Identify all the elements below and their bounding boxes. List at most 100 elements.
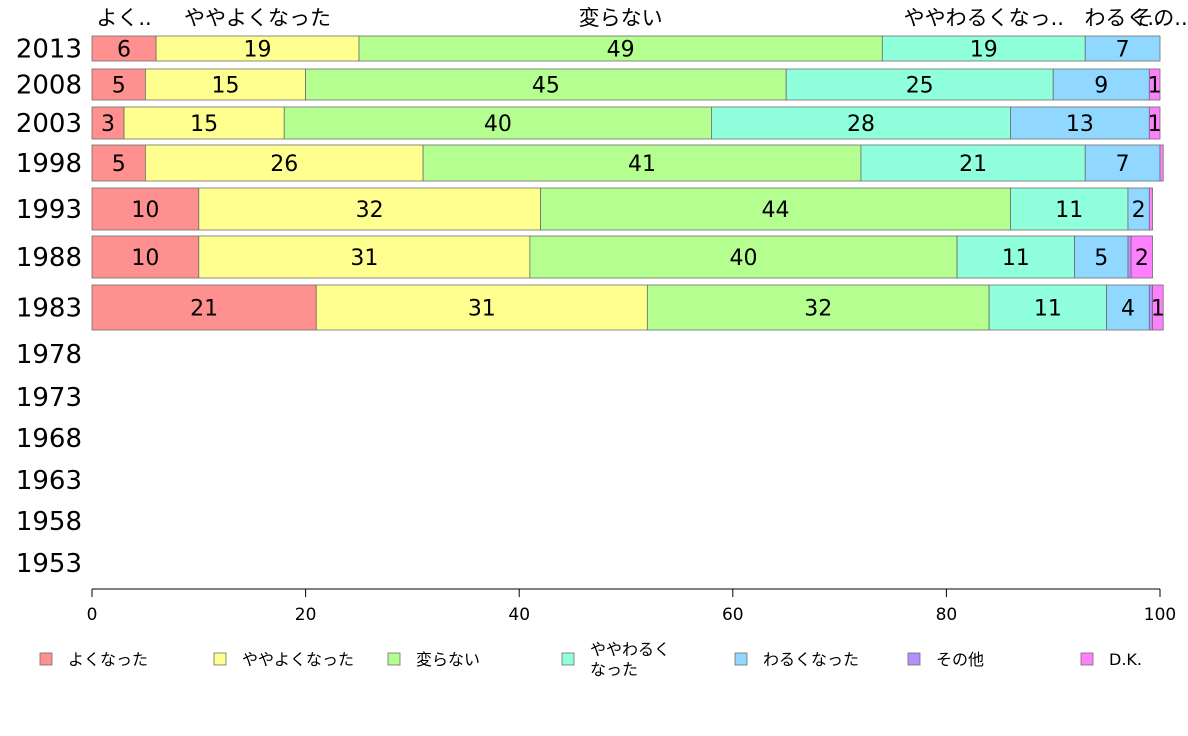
bar-segment bbox=[91, 35, 157, 62]
bar-segment bbox=[1052, 68, 1150, 101]
y-tick-label: 1973 bbox=[16, 383, 82, 413]
y-tick-label: 1978 bbox=[16, 340, 82, 370]
data-label: 28 bbox=[847, 112, 875, 137]
legend-label: 変らない bbox=[416, 650, 480, 669]
data-label: 25 bbox=[906, 74, 934, 99]
bar-segment bbox=[1152, 284, 1164, 331]
top-series-label: その.. bbox=[1132, 6, 1187, 30]
data-label: 40 bbox=[729, 246, 757, 271]
bar-segment bbox=[315, 284, 648, 331]
data-label: 49 bbox=[607, 38, 635, 63]
legend-swatch bbox=[561, 652, 575, 666]
data-label: 1 bbox=[1148, 112, 1162, 137]
data-label: 7 bbox=[1116, 152, 1130, 177]
data-label: 19 bbox=[970, 38, 998, 63]
y-tick-label: 1963 bbox=[16, 466, 82, 496]
legend-label: その他 bbox=[936, 650, 984, 669]
bar-segment bbox=[91, 68, 146, 101]
y-tick-label: 1953 bbox=[16, 549, 82, 579]
bar-segment bbox=[1148, 106, 1161, 140]
data-label: 44 bbox=[762, 198, 790, 223]
x-tick-label: 100 bbox=[1144, 605, 1176, 625]
data-label: 1 bbox=[1151, 297, 1165, 322]
x-tick-label: 20 bbox=[295, 605, 317, 625]
data-label: 5 bbox=[112, 74, 126, 99]
data-label: 32 bbox=[804, 297, 832, 322]
data-label: 1 bbox=[1148, 74, 1162, 99]
y-tick-label: 2013 bbox=[16, 35, 82, 65]
bar-segment bbox=[529, 235, 958, 279]
legend-label: ややよくなった bbox=[242, 650, 354, 669]
data-label: 7 bbox=[1116, 38, 1130, 63]
data-label: 10 bbox=[131, 246, 159, 271]
top-series-label: 変らない bbox=[579, 6, 663, 30]
data-label: 40 bbox=[484, 112, 512, 137]
bar-segment bbox=[540, 187, 1011, 231]
bar-segment bbox=[1074, 235, 1129, 279]
data-label: 5 bbox=[1094, 246, 1108, 271]
bar-segment bbox=[646, 284, 990, 331]
y-tick-label: 1968 bbox=[16, 424, 82, 454]
x-axis: 0 20 40 60 80 100 bbox=[87, 588, 1176, 625]
data-label: 32 bbox=[356, 198, 384, 223]
bar-segment bbox=[1010, 106, 1150, 140]
y-axis-labels: 2013 2008 2003 1998 1993 1988 1983 1978 1973 1968… bbox=[16, 35, 82, 580]
data-label: 31 bbox=[468, 297, 496, 322]
bar-segment bbox=[1106, 284, 1150, 331]
bar-segment bbox=[144, 68, 306, 101]
bar-segment bbox=[785, 68, 1054, 101]
bar-segment bbox=[1159, 144, 1164, 182]
y-tick-label: 1993 bbox=[16, 195, 82, 225]
data-label: 15 bbox=[212, 74, 240, 99]
top-series-label: よく.. bbox=[96, 6, 151, 30]
bar-segment bbox=[305, 68, 787, 101]
legend-label: なった bbox=[590, 660, 638, 679]
legend-swatch bbox=[213, 652, 227, 666]
bar-segment bbox=[1084, 144, 1161, 182]
data-label: 6 bbox=[117, 38, 131, 63]
legend-swatch bbox=[907, 652, 921, 666]
data-label: 45 bbox=[532, 74, 560, 99]
y-tick-label: 1998 bbox=[16, 149, 82, 179]
data-label: 11 bbox=[1055, 198, 1083, 223]
bar-segment bbox=[1148, 68, 1161, 101]
bar-segment bbox=[155, 35, 360, 62]
data-label: 11 bbox=[1002, 246, 1030, 271]
x-tick-label: 60 bbox=[722, 605, 744, 625]
legend-label: よくなった bbox=[68, 650, 148, 669]
data-label: 26 bbox=[270, 152, 298, 177]
bar-segment bbox=[198, 187, 541, 231]
bar-segment bbox=[198, 235, 531, 279]
bar-segment bbox=[1148, 187, 1153, 231]
legend-label: D.K. bbox=[1109, 650, 1142, 669]
data-label: 19 bbox=[244, 38, 272, 63]
legend-swatch bbox=[1080, 652, 1094, 666]
bar-segment bbox=[956, 235, 1075, 279]
legend-label: わるくなった bbox=[763, 650, 859, 669]
bar-segment bbox=[1127, 235, 1132, 279]
data-label: 11 bbox=[1034, 297, 1062, 322]
bar-segment bbox=[711, 106, 1011, 140]
bar-segment bbox=[91, 144, 146, 182]
y-tick-label: 1988 bbox=[16, 243, 82, 273]
x-tick-label: 80 bbox=[936, 605, 958, 625]
top-series-label: わるく.. bbox=[1084, 6, 1160, 30]
data-label: 15 bbox=[190, 112, 218, 137]
y-tick-label: 2003 bbox=[16, 109, 82, 139]
bar-segment bbox=[91, 235, 200, 279]
x-tick-label: 0 bbox=[87, 605, 98, 625]
data-label: 21 bbox=[959, 152, 987, 177]
top-series-label: ややよくなった bbox=[184, 6, 331, 30]
bar-segment bbox=[860, 144, 1086, 182]
legend-swatch bbox=[39, 652, 53, 666]
legend-swatch bbox=[734, 652, 748, 666]
top-series-label: ややわるくなっ.. bbox=[904, 6, 1064, 30]
bar-segment bbox=[91, 284, 317, 331]
data-label: 13 bbox=[1066, 112, 1094, 137]
legend-label: ややわるく bbox=[590, 640, 670, 659]
data-label: 41 bbox=[628, 152, 656, 177]
data-label: 2 bbox=[1132, 198, 1146, 223]
bar-segment bbox=[91, 187, 200, 231]
